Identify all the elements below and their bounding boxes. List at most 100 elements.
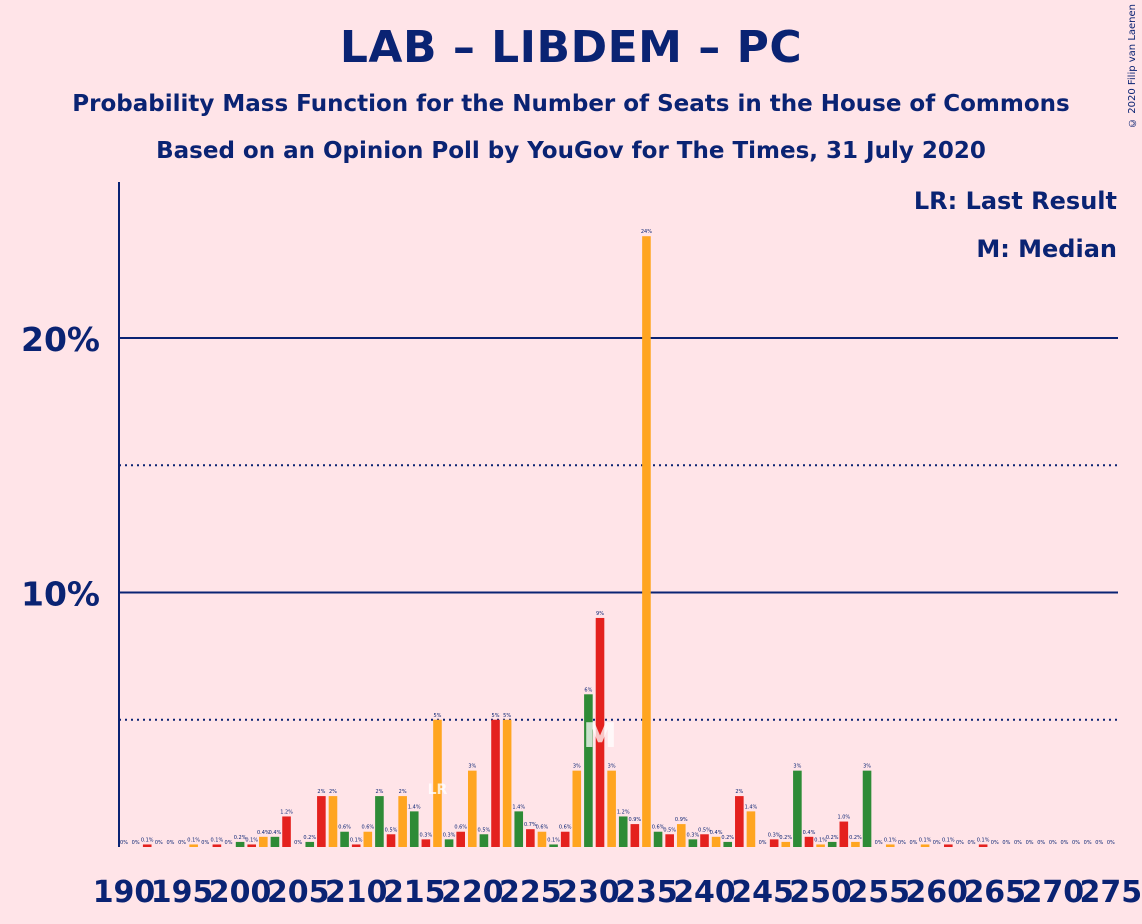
bar-label-249: 0.4% [803, 830, 816, 836]
bar-label-235: 24% [641, 229, 652, 235]
x-tick-label-255: 255 [847, 875, 910, 910]
bar-label-274: 0% [1095, 840, 1103, 846]
bar-210 [351, 844, 361, 847]
bar-label-251: 0.2% [826, 835, 839, 841]
bar-label-231: 9% [596, 611, 604, 617]
bar-label-269: 0% [1037, 840, 1045, 846]
bar-label-232: 3% [608, 764, 616, 770]
bar-label-236: 0.6% [652, 825, 665, 831]
bar-226 [537, 831, 547, 847]
bar-label-218: 0.3% [443, 832, 456, 838]
x-tick-label-275: 275 [1080, 875, 1142, 910]
bar-label-264: 0.1% [977, 837, 990, 843]
legend-median: M: Median [976, 235, 1117, 263]
bar-label-254: 3% [863, 764, 871, 770]
x-tick-label-230: 230 [557, 875, 620, 910]
bar-label-209: 0.6% [338, 825, 351, 831]
x-tick-label-235: 235 [615, 875, 678, 910]
bar-224 [514, 811, 524, 847]
bar-246 [769, 839, 779, 847]
bar-label-271: 0% [1060, 840, 1068, 846]
bar-label-258: 0% [910, 840, 918, 846]
bar-250 [816, 844, 825, 847]
bar-label-201: 0.1% [245, 837, 258, 843]
bar-211 [363, 831, 373, 847]
bar-label-234: 0.9% [628, 817, 641, 823]
bar-label-266: 0% [1002, 840, 1010, 846]
bar-label-247: 0.2% [779, 835, 792, 841]
bar-label-263: 0% [968, 840, 976, 846]
bar-241 [711, 836, 721, 847]
bar-label-259: 0.1% [919, 837, 932, 843]
x-tick-label-240: 240 [673, 875, 736, 910]
bar-label-202: 0.4% [257, 830, 270, 836]
bar-label-216: 0.3% [420, 832, 433, 838]
bar-207 [317, 796, 326, 847]
bar-200 [235, 841, 245, 847]
chart-subtitle: Probability Mass Function for the Number… [72, 91, 1070, 117]
bar-label-190: 0% [120, 840, 128, 846]
bar-label-193: 0% [155, 840, 163, 846]
bar-206 [305, 841, 315, 847]
bar-label-244: 1.4% [745, 804, 758, 810]
bar-label-217: 5% [434, 713, 442, 719]
bar-251 [827, 841, 837, 847]
bar-248 [793, 770, 802, 847]
bar-label-203: 0.4% [269, 830, 282, 836]
x-tick-label-210: 210 [325, 875, 388, 910]
bar-249 [804, 836, 814, 847]
bar-208 [328, 796, 338, 847]
x-tick-label-260: 260 [905, 875, 968, 910]
bar-222 [491, 719, 500, 847]
chart-bar-labels: 0% 0% 0.1% 0% 0% 0% 0.1% 0% 0.1% 0%0.2%0.1%0.4%0.… [120, 229, 1115, 846]
bar-label-239: 0.3% [687, 832, 700, 838]
bar-label-210: 0.1% [350, 837, 363, 843]
median-marker: M [583, 716, 617, 756]
bar-label-257: 0% [898, 840, 906, 846]
bar-219 [456, 831, 465, 847]
bar-196 [189, 844, 198, 847]
bar-239 [688, 839, 698, 847]
bar-label-219: 0.6% [454, 825, 467, 831]
bar-label-233: 1.2% [617, 809, 630, 815]
bar-label-242: 0.2% [721, 835, 734, 841]
x-tick-label-220: 220 [441, 875, 504, 910]
bar-202 [259, 836, 268, 847]
bar-243 [735, 796, 744, 847]
bar-label-246: 0.3% [768, 832, 781, 838]
bar-label-275: 0% [1107, 840, 1115, 846]
chart-subtitle-source: Based on an Opinion Poll by YouGov for T… [156, 138, 986, 164]
bar-216 [421, 839, 431, 847]
bar-220 [468, 770, 477, 847]
last-result-marker: LR [428, 782, 448, 798]
bar-label-191: 0% [132, 840, 140, 846]
bar-label-245: 0% [759, 840, 767, 846]
bar-label-228: 0.6% [559, 825, 572, 831]
bar-201 [247, 844, 257, 847]
bar-label-220: 3% [468, 764, 476, 770]
bar-label-272: 0% [1072, 840, 1080, 846]
bar-237 [665, 834, 674, 847]
bar-label-250: 0.1% [814, 837, 827, 843]
bar-label-195: 0% [178, 840, 186, 846]
bar-254 [862, 770, 872, 847]
bar-221 [479, 834, 489, 847]
bar-label-200: 0.2% [234, 835, 247, 841]
bar-252 [839, 821, 849, 847]
bar-label-194: 0% [166, 840, 174, 846]
bar-198 [212, 844, 222, 847]
x-tick-label-265: 265 [963, 875, 1026, 910]
bar-242 [723, 841, 733, 847]
bar-231 [595, 617, 605, 847]
bar-label-212: 2% [375, 789, 383, 795]
bar-label-221: 0.5% [478, 827, 491, 833]
bar-234 [630, 824, 640, 847]
bar-label-229: 3% [573, 764, 581, 770]
bar-label-206: 0.2% [303, 835, 316, 841]
bar-label-213: 0.5% [385, 827, 398, 833]
bar-227 [549, 844, 558, 847]
bar-label-238: 0.9% [675, 817, 688, 823]
bar-235 [642, 236, 651, 847]
bar-204 [282, 816, 291, 847]
